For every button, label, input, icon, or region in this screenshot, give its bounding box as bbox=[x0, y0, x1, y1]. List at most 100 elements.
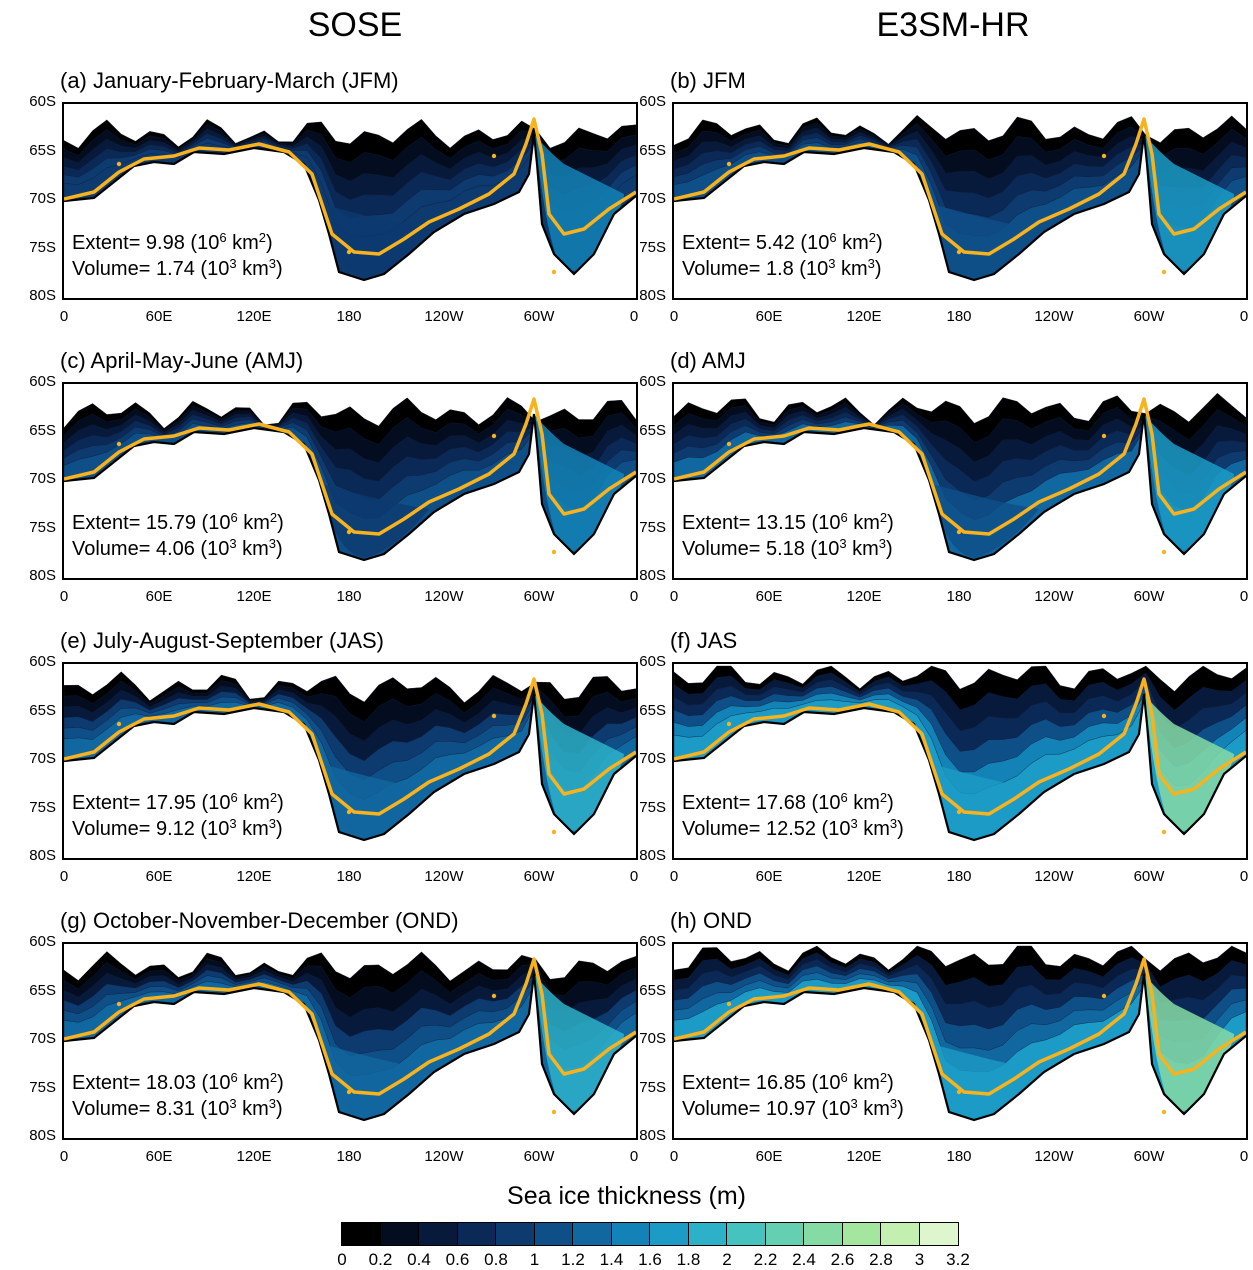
colorbar-tick-label: 0.6 bbox=[445, 1250, 470, 1269]
colorbar-swatch bbox=[342, 1223, 381, 1245]
y-tick-label: 60S bbox=[29, 933, 56, 950]
map-panel bbox=[62, 102, 638, 300]
y-tick-label: 65S bbox=[29, 981, 56, 999]
y-tick-label: 65S bbox=[29, 701, 56, 719]
colorbar-swatch bbox=[688, 1223, 727, 1245]
map-panel bbox=[62, 662, 638, 860]
y-tick-label: 70S bbox=[29, 1030, 56, 1047]
x-tick-label: 0 bbox=[1239, 588, 1249, 605]
x-tick-label: 0 bbox=[59, 588, 69, 605]
x-tick-label: 120W bbox=[424, 868, 464, 885]
x-tick-label: 120E bbox=[846, 588, 882, 605]
x-tick-label: 0 bbox=[669, 868, 679, 885]
colorbar-tick-label: 2.8 bbox=[869, 1250, 893, 1269]
y-tick-label: 75S bbox=[29, 1078, 56, 1096]
x-tick-label: 120E bbox=[846, 868, 882, 885]
y-tick-label: 70S bbox=[639, 470, 666, 487]
y-tick-label: 75S bbox=[639, 238, 666, 256]
panel-title: (g) October-November-December (OND) bbox=[60, 908, 459, 933]
extent-label: Extent= 16.85 (106 km2) bbox=[682, 1070, 894, 1094]
x-tick-label: 120W bbox=[1034, 308, 1074, 325]
x-tick-label: 60E bbox=[755, 868, 783, 885]
colorbar-tick-label: 1.6 bbox=[638, 1250, 662, 1269]
colorbar-swatch bbox=[765, 1223, 804, 1245]
y-tick-label: 70S bbox=[29, 190, 56, 207]
x-tick-label: 0 bbox=[669, 588, 679, 605]
x-tick-label: 0 bbox=[629, 588, 639, 605]
volume-label: Volume= 4.06 (103 km3) bbox=[72, 536, 283, 560]
x-tick-label: 120E bbox=[236, 588, 272, 605]
y-tick-label: 60S bbox=[639, 653, 666, 670]
colorbar-swatch bbox=[881, 1223, 920, 1245]
x-tick-label: 60W bbox=[1133, 1148, 1165, 1165]
extent-label: Extent= 15.79 (106 km2) bbox=[72, 510, 284, 534]
colorbar-title: Sea ice thickness (m) bbox=[507, 1182, 746, 1210]
column-title-sose: SOSE bbox=[307, 6, 403, 44]
colorbar-swatch bbox=[842, 1223, 881, 1245]
x-tick-label: 120W bbox=[1034, 1148, 1074, 1165]
y-tick-label: 75S bbox=[29, 238, 56, 256]
colorbar-tick-label: 0 bbox=[337, 1250, 347, 1269]
x-tick-label: 60W bbox=[1133, 308, 1165, 325]
colorbar-tick-label: 2 bbox=[722, 1250, 732, 1269]
x-tick-label: 120E bbox=[846, 308, 882, 325]
volume-label: Volume= 8.31 (103 km3) bbox=[72, 1096, 283, 1120]
x-tick-label: 180 bbox=[946, 308, 972, 325]
x-tick-label: 60W bbox=[523, 308, 555, 325]
colorbar-swatch bbox=[496, 1223, 535, 1245]
map-panel bbox=[62, 942, 638, 1140]
y-tick-label: 70S bbox=[639, 190, 666, 207]
panel-title: (f) JAS bbox=[670, 628, 738, 653]
sea-ice-map bbox=[64, 384, 636, 578]
x-tick-label: 180 bbox=[946, 868, 972, 885]
x-tick-label: 0 bbox=[669, 308, 679, 325]
extent-label: Extent= 17.95 (106 km2) bbox=[72, 790, 284, 814]
x-tick-label: 0 bbox=[1239, 308, 1249, 325]
colorbar bbox=[341, 1222, 959, 1246]
y-tick-label: 80S bbox=[639, 287, 666, 304]
x-tick-label: 120E bbox=[236, 868, 272, 885]
y-tick-label: 80S bbox=[639, 847, 666, 864]
y-tick-label: 70S bbox=[29, 470, 56, 487]
x-tick-label: 180 bbox=[336, 308, 362, 325]
y-tick-label: 60S bbox=[29, 653, 56, 670]
x-tick-label: 0 bbox=[629, 1148, 639, 1165]
colorbar-tick-label: 0.8 bbox=[484, 1250, 508, 1269]
colorbar-tick-label: 1 bbox=[529, 1250, 540, 1269]
y-tick-label: 80S bbox=[29, 1127, 56, 1144]
y-tick-label: 65S bbox=[29, 141, 56, 159]
y-tick-label: 60S bbox=[639, 93, 666, 110]
x-tick-label: 60W bbox=[523, 588, 555, 605]
map-panel bbox=[672, 382, 1248, 580]
x-tick-label: 120W bbox=[424, 1148, 464, 1165]
x-tick-label: 120W bbox=[1034, 588, 1074, 605]
x-tick-label: 180 bbox=[336, 868, 362, 885]
x-tick-label: 120E bbox=[236, 308, 272, 325]
y-tick-label: 65S bbox=[639, 981, 666, 999]
y-tick-label: 75S bbox=[639, 1078, 666, 1096]
x-tick-label: 60E bbox=[145, 308, 173, 325]
y-tick-label: 75S bbox=[29, 518, 56, 536]
x-tick-label: 180 bbox=[946, 1148, 972, 1165]
x-tick-label: 60E bbox=[755, 308, 783, 325]
x-tick-label: 60E bbox=[145, 588, 173, 605]
volume-label: Volume= 10.97 (103 km3) bbox=[682, 1096, 904, 1120]
panel-title: (c) April-May-June (AMJ) bbox=[60, 348, 304, 373]
colorbar-swatch bbox=[380, 1223, 419, 1245]
x-tick-label: 60E bbox=[755, 1148, 783, 1165]
panel-title: (d) AMJ bbox=[670, 348, 746, 373]
colorbar-tick-label: 1.2 bbox=[561, 1250, 585, 1269]
volume-label: Volume= 5.18 (103 km3) bbox=[682, 536, 893, 560]
colorbar-tick-label: 2.4 bbox=[792, 1250, 816, 1269]
y-tick-label: 60S bbox=[639, 933, 666, 950]
volume-label: Volume= 1.8 (103 km3) bbox=[682, 256, 882, 280]
y-tick-label: 65S bbox=[639, 421, 666, 439]
map-panel bbox=[672, 662, 1248, 860]
map-panel bbox=[672, 102, 1248, 300]
x-tick-label: 120W bbox=[424, 308, 464, 325]
y-tick-label: 70S bbox=[639, 1030, 666, 1047]
colorbar-tick-label: 3.2 bbox=[946, 1250, 970, 1269]
y-tick-label: 80S bbox=[639, 567, 666, 584]
x-tick-label: 60E bbox=[145, 868, 173, 885]
x-tick-label: 0 bbox=[1239, 868, 1249, 885]
